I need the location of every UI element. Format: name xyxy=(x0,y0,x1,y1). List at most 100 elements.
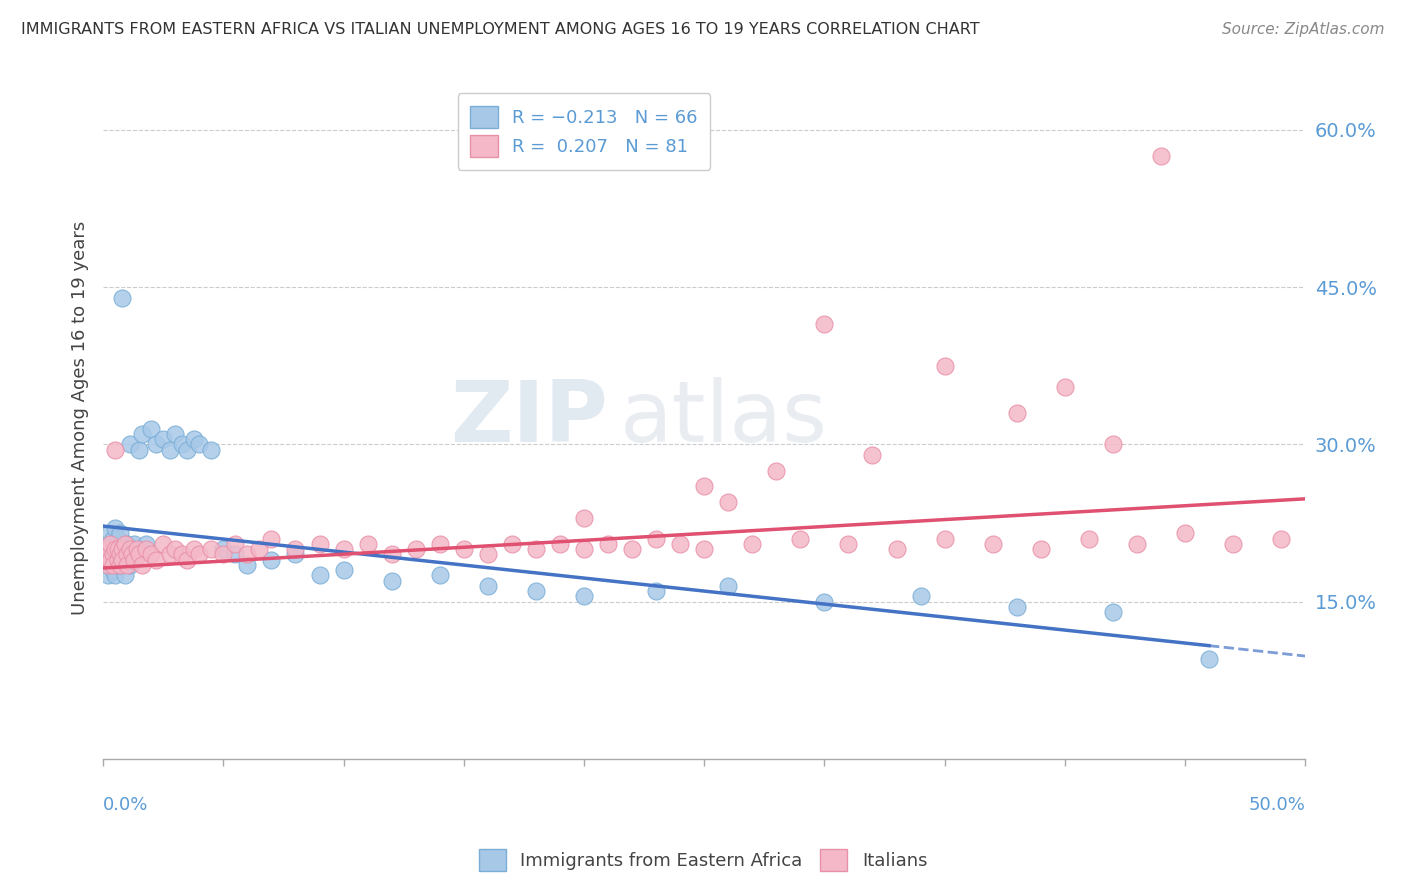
Point xyxy=(741,537,763,551)
Point xyxy=(212,548,235,562)
Point xyxy=(114,537,136,551)
Point xyxy=(107,542,129,557)
Point xyxy=(94,548,117,562)
Point xyxy=(145,437,167,451)
Point xyxy=(104,568,127,582)
Point xyxy=(572,590,595,604)
Point xyxy=(98,526,121,541)
Point xyxy=(224,548,246,562)
Point xyxy=(131,558,153,572)
Point xyxy=(524,584,547,599)
Point xyxy=(97,542,120,557)
Point xyxy=(1077,532,1099,546)
Point xyxy=(813,317,835,331)
Point xyxy=(356,537,378,551)
Text: ZIP: ZIP xyxy=(450,376,607,459)
Point xyxy=(1029,542,1052,557)
Point xyxy=(121,542,143,557)
Point xyxy=(200,542,222,557)
Point xyxy=(176,552,198,566)
Point xyxy=(1005,406,1028,420)
Point xyxy=(104,542,127,557)
Point xyxy=(172,548,194,562)
Point xyxy=(172,437,194,451)
Point xyxy=(381,574,404,588)
Point xyxy=(886,542,908,557)
Point xyxy=(1174,526,1197,541)
Point xyxy=(107,558,129,572)
Point xyxy=(934,359,956,373)
Point xyxy=(152,537,174,551)
Point xyxy=(101,548,124,562)
Point xyxy=(118,542,141,557)
Point xyxy=(1270,532,1292,546)
Point xyxy=(572,542,595,557)
Point xyxy=(183,432,205,446)
Point xyxy=(111,552,134,566)
Point xyxy=(104,552,127,566)
Point xyxy=(524,542,547,557)
Point xyxy=(1102,605,1125,619)
Point xyxy=(115,558,138,572)
Point xyxy=(501,537,523,551)
Point xyxy=(284,548,307,562)
Point xyxy=(717,579,740,593)
Point xyxy=(621,542,644,557)
Point xyxy=(188,548,211,562)
Point xyxy=(477,548,499,562)
Point xyxy=(693,542,716,557)
Point xyxy=(115,548,138,562)
Point xyxy=(548,537,571,551)
Point xyxy=(104,542,127,557)
Point xyxy=(200,442,222,457)
Point xyxy=(124,537,146,551)
Point xyxy=(405,542,427,557)
Point xyxy=(104,442,127,457)
Point xyxy=(236,558,259,572)
Point xyxy=(107,548,129,562)
Point xyxy=(862,448,884,462)
Point xyxy=(97,568,120,582)
Point xyxy=(118,437,141,451)
Point xyxy=(101,532,124,546)
Text: atlas: atlas xyxy=(620,376,828,459)
Point xyxy=(645,584,668,599)
Point xyxy=(108,542,131,557)
Point xyxy=(128,442,150,457)
Point xyxy=(141,421,163,435)
Point xyxy=(108,552,131,566)
Point xyxy=(308,537,330,551)
Point xyxy=(145,552,167,566)
Point xyxy=(910,590,932,604)
Point xyxy=(115,537,138,551)
Point xyxy=(111,542,134,557)
Point xyxy=(813,594,835,608)
Point xyxy=(141,548,163,562)
Point xyxy=(236,548,259,562)
Point xyxy=(97,537,120,551)
Point xyxy=(98,537,121,551)
Point xyxy=(107,552,129,566)
Point xyxy=(108,558,131,572)
Legend: R = −0.213   N = 66, R =  0.207   N = 81: R = −0.213 N = 66, R = 0.207 N = 81 xyxy=(458,94,710,169)
Point xyxy=(572,510,595,524)
Point xyxy=(332,563,354,577)
Text: 0.0%: 0.0% xyxy=(103,797,149,814)
Point xyxy=(260,532,283,546)
Point xyxy=(111,548,134,562)
Point xyxy=(101,563,124,577)
Point xyxy=(124,552,146,566)
Point xyxy=(125,542,148,557)
Point xyxy=(176,442,198,457)
Point xyxy=(107,532,129,546)
Point xyxy=(111,558,134,572)
Point xyxy=(121,548,143,562)
Point xyxy=(98,552,121,566)
Point xyxy=(165,542,187,557)
Y-axis label: Unemployment Among Ages 16 to 19 years: Unemployment Among Ages 16 to 19 years xyxy=(72,221,89,615)
Point xyxy=(188,437,211,451)
Point xyxy=(669,537,692,551)
Point xyxy=(1222,537,1244,551)
Point xyxy=(101,548,124,562)
Point xyxy=(108,526,131,541)
